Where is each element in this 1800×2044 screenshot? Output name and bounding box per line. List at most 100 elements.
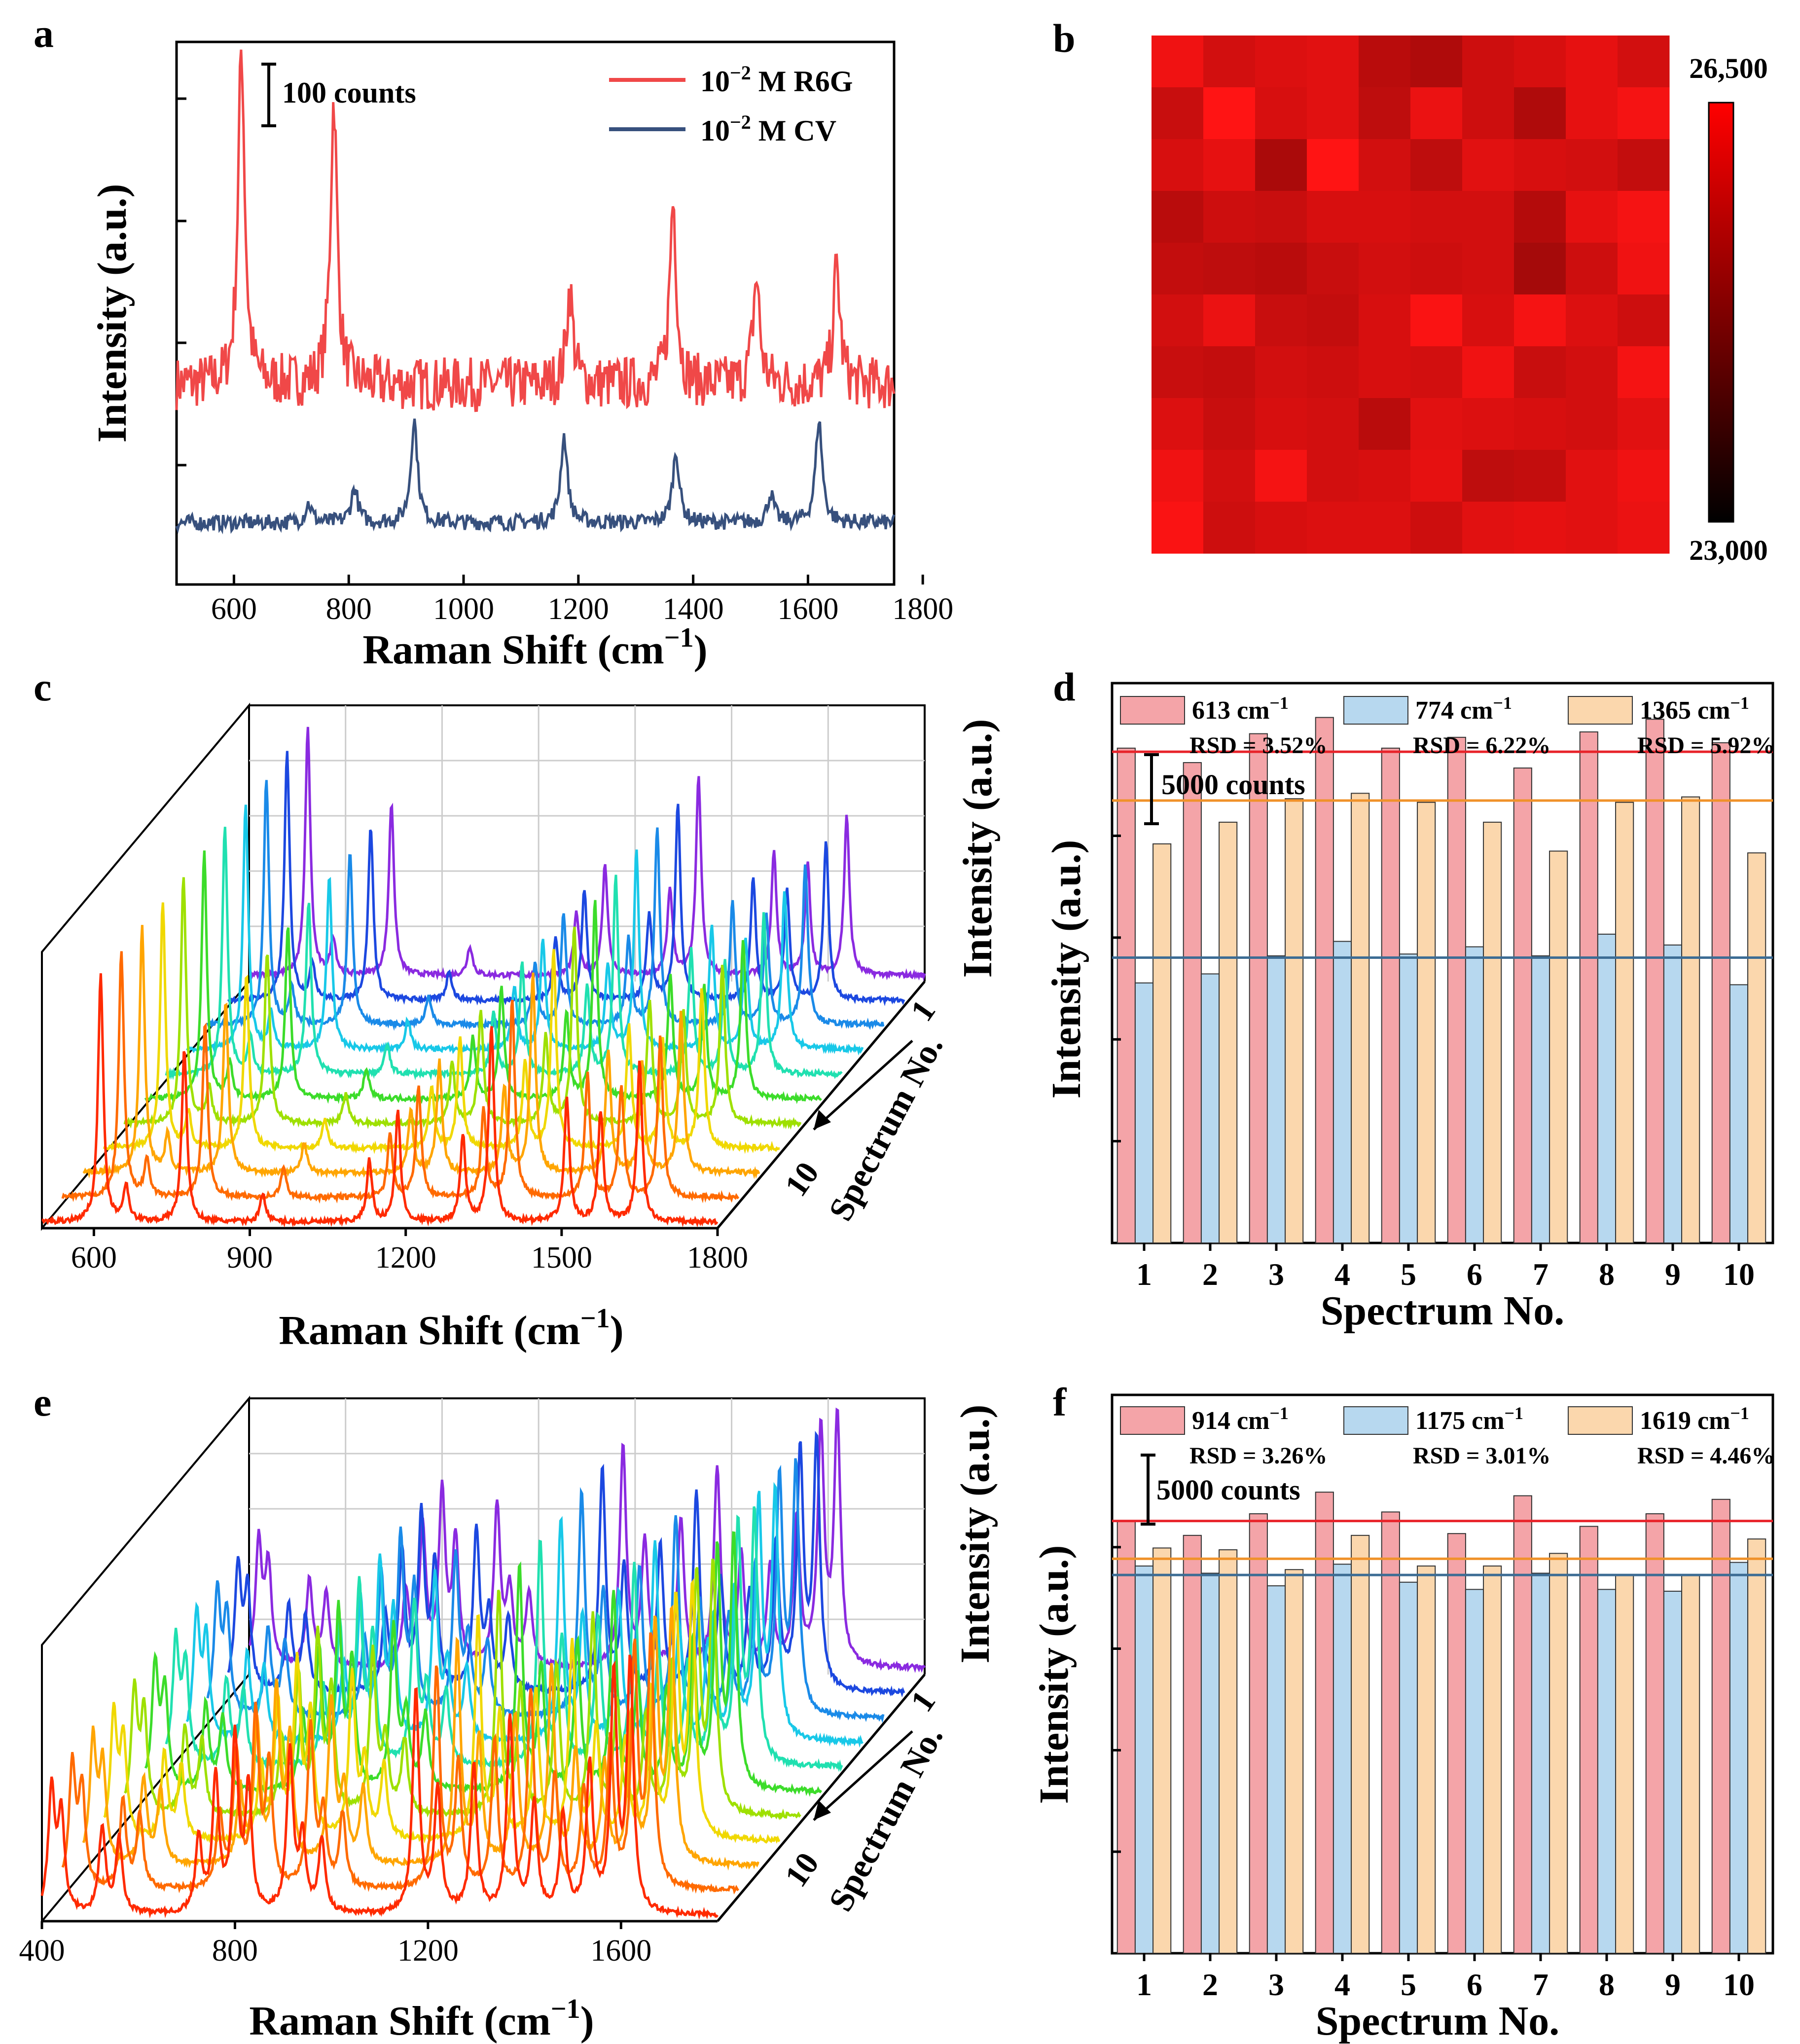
spectrum-line-10 (227, 751, 905, 1007)
panel-f-bars: 1 2 3 4 5 6 7 8 9 10 914 cm−1 RSD = 3.26% 1175 cm−1… (1031, 1393, 1775, 2044)
heatmap-cell (1255, 36, 1307, 88)
heatmap-cell (1307, 346, 1359, 399)
heatmap-cell (1307, 191, 1359, 243)
bar-1-7 (1531, 1572, 1550, 1954)
heatmap-cell (1618, 87, 1670, 140)
heatmap-cell (1514, 87, 1566, 140)
panel-e-ylabel: Intensity (a.u.) (952, 1404, 998, 1663)
heatmap-cell (1514, 139, 1566, 191)
heatmap-cell (1255, 346, 1307, 399)
heatmap-cell (1359, 36, 1411, 88)
x-tick-label: 7 (1533, 1967, 1548, 2002)
x-tick-label: 1000 (433, 592, 494, 626)
heatmap-cell (1410, 294, 1463, 347)
bar-1-8 (1597, 933, 1617, 1243)
x-tick-label: 10 (1723, 1257, 1755, 1292)
bar-2-6 (1483, 1565, 1502, 1954)
bar-2-7 (1549, 1553, 1568, 1954)
legend-rsd-1: RSD = 6.22% (1413, 732, 1550, 759)
heatmap-cell (1152, 450, 1204, 502)
series-line-1 (175, 418, 896, 535)
x-tick-label: 900 (227, 1241, 273, 1275)
x-tick-label: 1600 (590, 1934, 651, 1968)
panel-a-scale-bar-label: 100 counts (282, 76, 416, 109)
spectrum-line-2 (61, 1632, 740, 1895)
heatmap-cell (1203, 502, 1256, 554)
heatmap-cell (1359, 191, 1411, 243)
bar-1-2 (1200, 973, 1220, 1244)
legend-swatch-0 (1120, 696, 1185, 725)
bar-0-2 (1183, 762, 1202, 1243)
heatmap-cell (1307, 36, 1359, 88)
bar-1-3 (1266, 1585, 1286, 1954)
bar-2-6 (1483, 821, 1502, 1243)
colorbar-min-label: 23,000 (1689, 534, 1768, 566)
x-tick-label: 9 (1665, 1967, 1681, 2002)
spectrum-line-5 (123, 877, 802, 1130)
bar-1-1 (1134, 982, 1154, 1243)
heatmap-cell (1410, 450, 1463, 502)
heatmap-cell (1462, 346, 1514, 399)
heatmap-cell (1359, 346, 1411, 399)
heatmap-cell (1203, 294, 1256, 347)
panel-f-scale-bar-label: 5000 counts (1156, 1474, 1300, 1506)
heatmap-cell (1203, 450, 1256, 502)
panel-label-e: e (34, 1380, 51, 1424)
heatmap-cell (1566, 87, 1618, 140)
panel-e-xlabel: Raman Shift (cm−1) (249, 1994, 594, 2044)
spectrum-line-11 (249, 727, 926, 982)
heatmap-cell (1462, 36, 1514, 88)
heatmap-cell (1566, 346, 1618, 399)
heatmap-cell (1566, 139, 1618, 191)
panel-a-y-ticks (177, 97, 186, 467)
panel-a-spectra: 600 800 1000 1200 1400 1600 1800 100 counts 10… (89, 40, 953, 673)
panel-f-frame (1111, 1393, 1774, 1955)
bar-0-3 (1249, 1513, 1268, 1954)
heatmap-cell (1152, 294, 1204, 347)
bar-2-8 (1615, 1574, 1634, 1954)
panel-label-c: c (34, 664, 51, 709)
x-tick-label: 1 (1136, 1967, 1152, 2002)
heatmap-cell (1514, 502, 1566, 554)
heatmap-cell (1203, 243, 1256, 295)
heatmap-cell (1566, 191, 1618, 243)
bar-2-3 (1285, 1569, 1304, 1954)
legend-swatch-1 (1343, 1406, 1408, 1435)
panel-label-a: a (34, 11, 54, 56)
x-tick-label: 1 (1136, 1257, 1152, 1292)
panel-c-xlabel: Raman Shift (cm−1) (279, 1303, 623, 1353)
bar-2-4 (1351, 793, 1370, 1244)
heatmap-cell (1566, 36, 1618, 88)
panel-c-depth-axis: 1 10 Spectrum No. (778, 994, 950, 1227)
legend-r6g: 10−2 M R6G (700, 62, 853, 98)
heatmap-cell (1618, 502, 1670, 554)
legend-rsd-2: RSD = 4.46% (1637, 1443, 1775, 1469)
panel-c-depth-label: Spectrum No. (822, 1029, 950, 1227)
legend-swatch-1 (1343, 696, 1408, 725)
heatmap-cell (1462, 191, 1514, 243)
x-tick-label: 5 (1401, 1967, 1416, 2002)
bar-1-4 (1332, 1564, 1352, 1954)
colorbar (1708, 102, 1734, 523)
depth-axis (717, 981, 926, 1229)
bar-0-4 (1315, 717, 1334, 1243)
bar-0-6 (1447, 1533, 1466, 1954)
bar-1-10 (1729, 984, 1749, 1243)
bar-2-9 (1681, 1574, 1700, 1954)
panel-e-depth-axis: 1 10 Spectrum No. (778, 1684, 950, 1918)
depth-axis (717, 1674, 926, 1922)
x-tick-label: 1600 (777, 592, 838, 626)
heatmap-cell (1152, 87, 1204, 140)
panel-a-scale-bar (261, 63, 276, 127)
heatmap-cell (1618, 450, 1670, 502)
bar-0-3 (1249, 733, 1268, 1243)
x-tick-label: 8 (1599, 1967, 1615, 2002)
panel-d-scale-bar-label: 5000 counts (1161, 768, 1305, 801)
panel-e-x-ticks: 400 800 1200 1600 (19, 1921, 651, 1968)
bar-2-4 (1351, 1534, 1370, 1954)
panel-a-x-ticks: 600 800 1000 1200 1400 1600 1800 (211, 575, 953, 626)
x-tick-label: 7 (1533, 1257, 1548, 1292)
heatmap-cell (1514, 191, 1566, 243)
heatmap-cell (1410, 346, 1463, 399)
heatmap-cell (1514, 346, 1566, 399)
